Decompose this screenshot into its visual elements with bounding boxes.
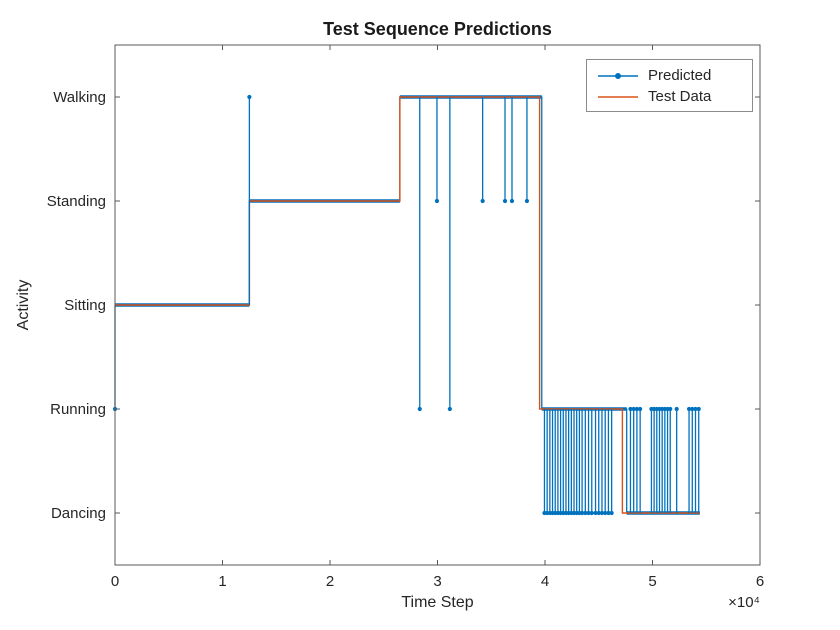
y-axis-label: Activity — [15, 279, 32, 331]
y-tick-label: Dancing — [51, 505, 106, 522]
y-tick-label: Standing — [47, 193, 106, 210]
x-tick-label: 1 — [218, 573, 226, 590]
legend-item-test-data: Test Data — [587, 86, 752, 107]
x-tick-label: 3 — [433, 573, 441, 590]
legend-label-predicted: Predicted — [648, 67, 712, 84]
y-tick-label: Sitting — [64, 297, 106, 314]
chart-title: Test Sequence Predictions — [323, 19, 552, 39]
x-axis-label: Time Step — [401, 594, 474, 611]
y-tick-label: Running — [50, 401, 106, 418]
x-axis-multiplier: ×10⁴ — [728, 594, 760, 611]
x-tick-label: 6 — [756, 573, 764, 590]
legend-sample-test-data-icon — [598, 95, 638, 98]
y-tick-label: Walking — [53, 89, 106, 106]
x-tick-label: 5 — [648, 573, 656, 590]
legend: Predicted Test Data — [586, 59, 753, 112]
legend-label-test-data: Test Data — [648, 88, 712, 105]
legend-item-predicted: Predicted — [587, 65, 752, 86]
x-tick-label: 0 — [111, 573, 119, 590]
legend-sample-predicted-icon — [598, 72, 638, 79]
axes-box — [114, 44, 761, 566]
series-predicted-spikes — [112, 94, 701, 516]
x-tick-label: 4 — [541, 573, 549, 590]
x-tick-label: 2 — [326, 573, 334, 590]
